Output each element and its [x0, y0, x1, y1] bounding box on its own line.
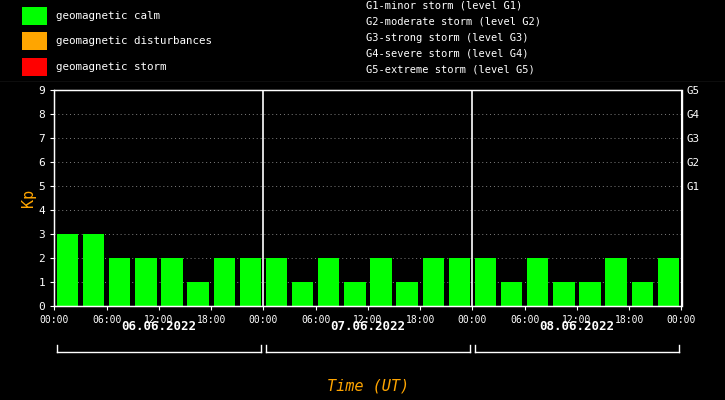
Bar — [579, 282, 601, 306]
Bar — [475, 258, 496, 306]
FancyBboxPatch shape — [22, 32, 47, 50]
Bar — [292, 282, 313, 306]
Bar — [527, 258, 549, 306]
Bar — [344, 282, 365, 306]
Text: G2-moderate storm (level G2): G2-moderate storm (level G2) — [366, 17, 541, 27]
Bar — [658, 258, 679, 306]
Bar — [423, 258, 444, 306]
Text: geomagnetic storm: geomagnetic storm — [56, 62, 166, 72]
Bar — [57, 234, 78, 306]
Bar — [553, 282, 575, 306]
Text: G1-minor storm (level G1): G1-minor storm (level G1) — [366, 1, 523, 11]
Text: G5-extreme storm (level G5): G5-extreme storm (level G5) — [366, 65, 535, 75]
Bar — [370, 258, 392, 306]
Bar — [161, 258, 183, 306]
Text: G3-strong storm (level G3): G3-strong storm (level G3) — [366, 33, 529, 43]
Text: 06.06.2022: 06.06.2022 — [121, 320, 196, 334]
Bar — [397, 282, 418, 306]
Text: Time (UT): Time (UT) — [327, 378, 409, 394]
Bar — [187, 282, 209, 306]
Bar — [318, 258, 339, 306]
Bar — [109, 258, 130, 306]
Text: geomagnetic disturbances: geomagnetic disturbances — [56, 36, 212, 46]
Bar — [501, 282, 523, 306]
Bar — [266, 258, 287, 306]
FancyBboxPatch shape — [22, 58, 47, 76]
Bar — [240, 258, 261, 306]
Bar — [83, 234, 104, 306]
Bar — [605, 258, 627, 306]
Bar — [213, 258, 235, 306]
Bar — [135, 258, 157, 306]
Bar — [449, 258, 470, 306]
Text: G4-severe storm (level G4): G4-severe storm (level G4) — [366, 49, 529, 59]
Bar — [631, 282, 653, 306]
Text: geomagnetic calm: geomagnetic calm — [56, 11, 160, 21]
Y-axis label: Kp: Kp — [21, 189, 36, 207]
Text: 08.06.2022: 08.06.2022 — [539, 320, 615, 334]
Text: 07.06.2022: 07.06.2022 — [331, 320, 405, 334]
FancyBboxPatch shape — [22, 7, 47, 26]
